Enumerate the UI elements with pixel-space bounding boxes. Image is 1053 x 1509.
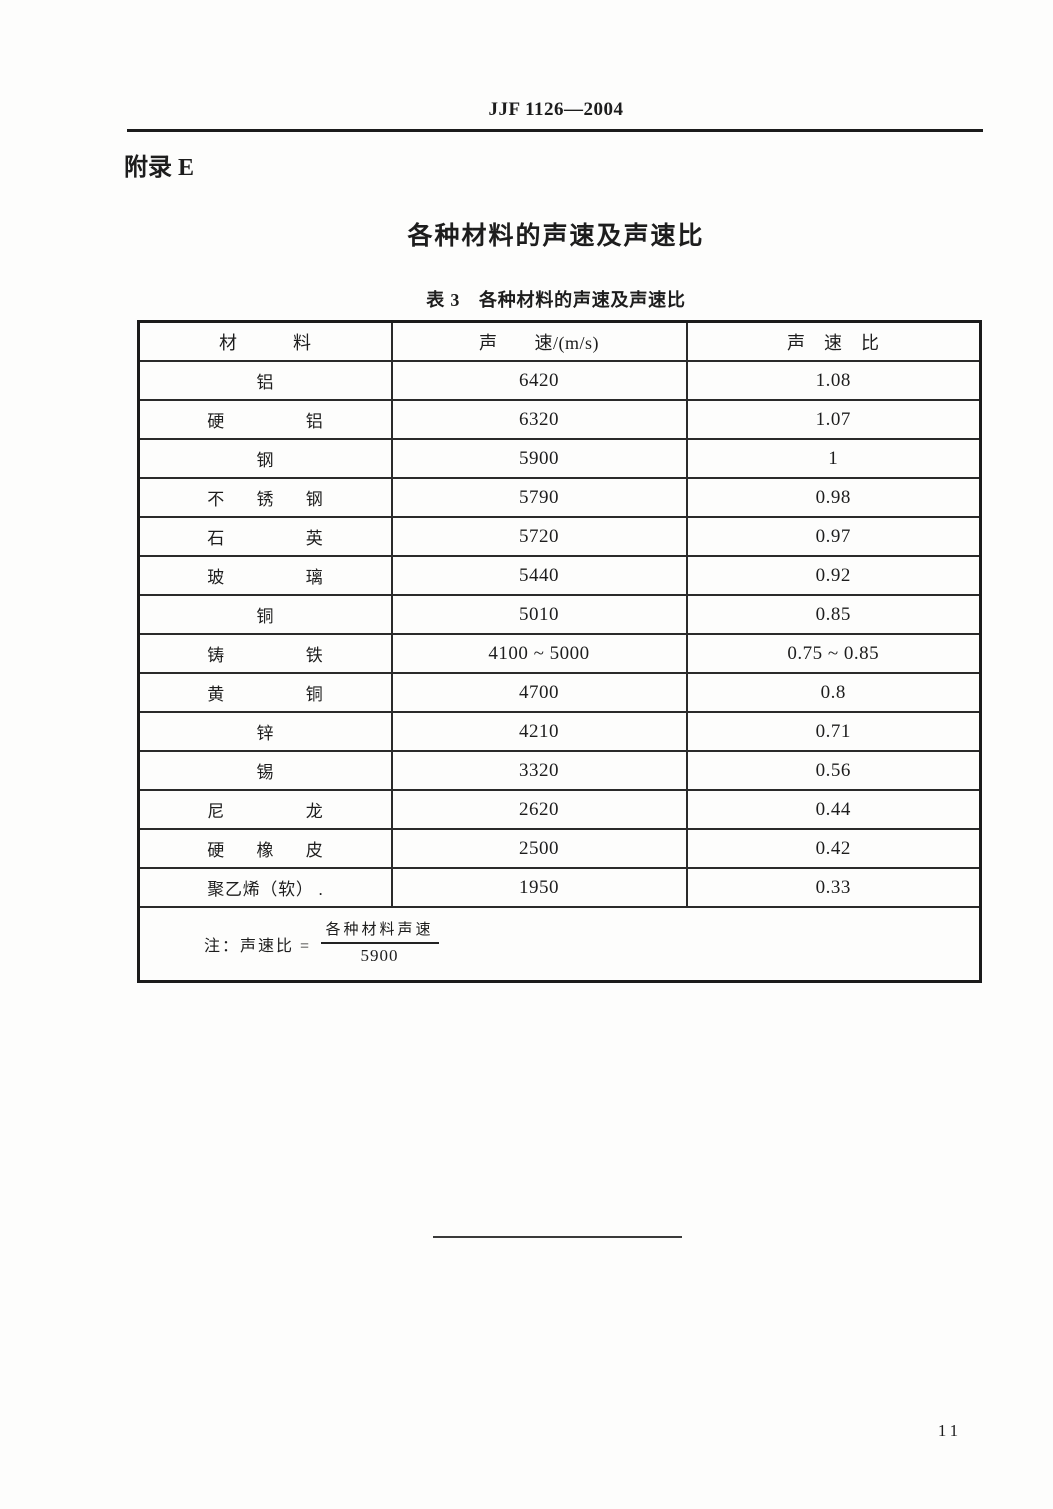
velocity-cell: 2620 [390,789,688,830]
table-row: 黄 铜 4700 0.8 [137,672,982,713]
table-row: 钢 5900 1 [137,438,982,479]
material-cell: 硬 铝 [137,399,393,440]
ratio-cell: 0.8 [685,672,982,713]
material-name: 玻 璃 [207,567,324,587]
column-header-velocity: 声 速/(m/s) [390,320,688,362]
material-cell: 玻 璃 [137,555,393,596]
fraction-numerator: 各种材料声速 [320,922,439,945]
ratio-cell: 0.75 ~ 0.85 [685,633,982,674]
header-rule [127,129,983,132]
table-row: 聚乙烯（软） . 1950 0.33 [137,867,982,908]
table-row: 不 锈 钢 5790 0.98 [137,477,982,518]
table-row: 硬 橡 皮 2500 0.42 [137,828,982,869]
material-name: 锌 [256,723,274,743]
material-name: 不 锈 钢 [207,489,324,509]
ratio-cell: 0.71 [685,711,982,752]
velocity-cell: 1950 [390,867,688,908]
table-row: 石 英 5720 0.97 [137,516,982,557]
velocity-cell: 5440 [390,555,688,596]
table-row: 铝 6420 1.08 [137,360,982,401]
ratio-cell: 1 [685,438,982,479]
material-name: 硬 橡 皮 [207,840,324,860]
velocity-cell: 4210 [390,711,688,752]
table-caption: 表 3 各种材料的声速及声速比 [426,290,686,310]
note-label: 注： [204,938,241,955]
material-cell: 锡 [137,750,393,791]
material-name: 硬 铝 [207,411,324,431]
velocity-cell: 4700 [390,672,688,713]
table-row: 玻 璃 5440 0.92 [137,555,982,596]
materials-table: 材 料 声 速/(m/s) 声 速 比 铝 6420 1.08 硬 铝 6320 1.07… [137,320,982,983]
material-cell: 铸 铁 [137,633,393,674]
material-cell: 不 锈 钢 [137,477,393,518]
table-header-row: 材 料 声 速/(m/s) 声 速 比 [137,320,982,362]
material-name: 黄 铜 [207,684,324,704]
material-cell: 黄 铜 [137,672,393,713]
material-cell: 钢 [137,438,393,479]
material-name: 聚乙烯（软） . [207,879,324,899]
ratio-cell: 0.92 [685,555,982,596]
appendix-label: 附录 E [124,155,195,181]
material-name: 石 英 [207,528,324,548]
ratio-cell: 1.08 [685,360,982,401]
table-row: 铸 铁 4100 ~ 5000 0.75 ~ 0.85 [137,633,982,674]
velocity-cell: 3320 [390,750,688,791]
page-number: 11 [937,1421,963,1440]
material-cell: 聚乙烯（软） . [137,867,393,908]
material-cell: 硬 橡 皮 [137,828,393,869]
ratio-cell: 0.97 [685,516,982,557]
note-row: 注：声速比 = 各种材料声速 5900 [137,906,982,983]
material-cell: 铝 [137,360,393,401]
material-name: 钢 [256,450,274,470]
velocity-cell: 6320 [390,399,688,440]
table-row: 硬 铝 6320 1.07 [137,399,982,440]
column-header-ratio: 声 速 比 [685,320,982,362]
table-row: 铜 5010 0.85 [137,594,982,635]
table-row: 锌 4210 0.71 [137,711,982,752]
ratio-cell: 0.98 [685,477,982,518]
material-name: 铜 [256,606,274,626]
material-cell: 铜 [137,594,393,635]
material-name: 铝 [256,372,274,392]
ratio-cell: 1.07 [685,399,982,440]
material-name: 铸 铁 [207,645,324,665]
fraction-denominator: 5900 [360,946,399,966]
ratio-cell: 0.85 [685,594,982,635]
velocity-cell: 6420 [390,360,688,401]
velocity-cell: 5720 [390,516,688,557]
material-cell: 石 英 [137,516,393,557]
velocity-cell: 2500 [390,828,688,869]
velocity-cell: 5790 [390,477,688,518]
note-formula-text: 声速比 = [240,938,312,955]
ratio-cell: 0.42 [685,828,982,869]
ratio-cell: 0.44 [685,789,982,830]
table-row: 锡 3320 0.56 [137,750,982,791]
ratio-formula-fraction: 各种材料声速 5900 [320,922,439,966]
material-cell: 尼 龙 [137,789,393,830]
end-divider-line [433,1236,682,1238]
velocity-cell: 4100 ~ 5000 [390,633,688,674]
material-name: 锡 [256,762,274,782]
material-cell: 锌 [137,711,393,752]
velocity-cell: 5900 [390,438,688,479]
column-header-material: 材 料 [137,320,393,362]
table-row: 尼 龙 2620 0.44 [137,789,982,830]
velocity-cell: 5010 [390,594,688,635]
material-name: 尼 龙 [207,801,324,821]
materials-table-body: 铝 6420 1.08 硬 铝 6320 1.07 钢 5900 1 不 锈 钢 5790 0.98 石… [137,360,982,908]
ratio-cell: 0.56 [685,750,982,791]
ratio-cell: 0.33 [685,867,982,908]
note-cell: 注：声速比 = 各种材料声速 5900 [137,906,982,983]
page-title: 各种材料的声速及声速比 [407,223,705,250]
standard-number: JJF 1126—2004 [488,99,624,120]
